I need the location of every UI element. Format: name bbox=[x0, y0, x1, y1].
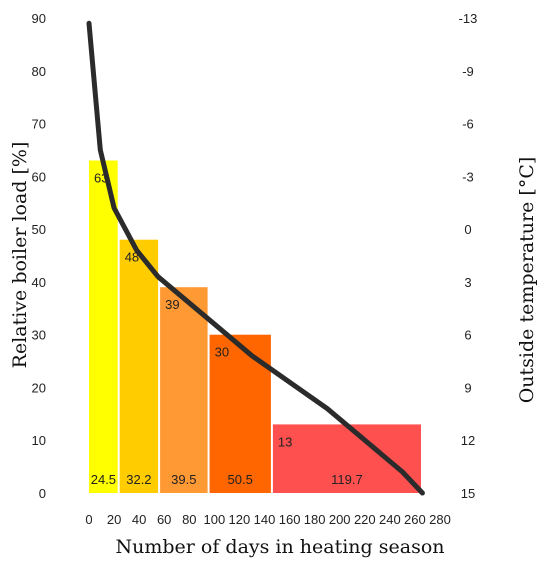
line-layer bbox=[86, 20, 425, 496]
bar-width-label: 39.5 bbox=[171, 472, 196, 487]
y-tick-label: 70 bbox=[32, 117, 46, 132]
y2-tick-label: 0 bbox=[464, 222, 471, 237]
x-tick-label: 220 bbox=[354, 512, 376, 527]
bar-load-label: 48 bbox=[125, 250, 139, 265]
bar-width-label: 50.5 bbox=[228, 472, 253, 487]
bar-width-label: 119.7 bbox=[331, 472, 363, 487]
x-tick-label: 280 bbox=[429, 512, 451, 527]
x-tick-label: 20 bbox=[107, 512, 121, 527]
y-tick-label: 40 bbox=[32, 275, 46, 290]
y-axis-ticks: 0 10 20 30 40 50 60 70 80 90 bbox=[32, 11, 46, 501]
y-tick-label: 80 bbox=[32, 64, 46, 79]
bar-5 bbox=[272, 424, 421, 493]
y2-tick-label: 6 bbox=[464, 328, 471, 343]
x-tick-label: 60 bbox=[157, 512, 171, 527]
x-tick-label: 120 bbox=[229, 512, 251, 527]
x-tick-label: 200 bbox=[329, 512, 351, 527]
y2-tick-label: -13 bbox=[459, 11, 478, 26]
x-tick-label: 40 bbox=[132, 512, 146, 527]
x-tick-label: 260 bbox=[404, 512, 426, 527]
y2-tick-label: 12 bbox=[461, 433, 475, 448]
x-tick-label: 180 bbox=[304, 512, 326, 527]
bar-3 bbox=[160, 287, 208, 493]
x-axis-ticks: 0 20 40 60 80 100 120 140 160 180 200 220 240 260 280 bbox=[85, 512, 450, 527]
y-tick-label: 30 bbox=[32, 328, 46, 343]
x-tick-label: 0 bbox=[85, 512, 92, 527]
y2-axis-title: Outside temperature [°C] bbox=[516, 157, 538, 404]
y-tick-label: 0 bbox=[39, 486, 46, 501]
y-tick-label: 50 bbox=[32, 222, 46, 237]
y-tick-label: 20 bbox=[32, 380, 46, 395]
y2-tick-label: -3 bbox=[462, 169, 474, 184]
y-axis-title: Relative boiler load [%] bbox=[9, 142, 31, 369]
y2-axis-ticks: 15 12 9 6 3 0 -3 -6 -9 -13 bbox=[459, 11, 478, 501]
series-line-1 bbox=[86, 20, 425, 496]
y2-tick-label: -9 bbox=[462, 64, 474, 79]
bar-1 bbox=[89, 160, 118, 493]
y2-tick-label: 3 bbox=[464, 275, 471, 290]
y2-tick-label: 9 bbox=[464, 380, 471, 395]
y-tick-label: 10 bbox=[32, 433, 46, 448]
bar-width-label: 32.2 bbox=[126, 472, 151, 487]
x-axis-title: Number of days in heating season bbox=[116, 536, 445, 558]
bar-load-label: 30 bbox=[215, 345, 229, 360]
y2-tick-label: 15 bbox=[461, 486, 475, 501]
bar-load-label: 13 bbox=[278, 434, 292, 449]
x-tick-label: 160 bbox=[279, 512, 301, 527]
x-tick-label: 100 bbox=[204, 512, 226, 527]
bar-load-label: 39 bbox=[165, 297, 179, 312]
y-tick-label: 90 bbox=[32, 11, 46, 26]
y2-tick-label: -6 bbox=[462, 117, 474, 132]
x-tick-label: 240 bbox=[379, 512, 401, 527]
bar-2 bbox=[119, 239, 159, 493]
x-tick-label: 80 bbox=[182, 512, 196, 527]
y-tick-label: 60 bbox=[32, 169, 46, 184]
x-tick-label: 140 bbox=[254, 512, 276, 527]
bar-width-label: 24.5 bbox=[91, 472, 116, 487]
